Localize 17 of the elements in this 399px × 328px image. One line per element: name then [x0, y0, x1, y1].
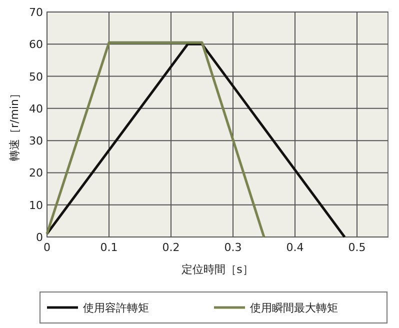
x-tick-label: 0.3: [224, 241, 242, 254]
y-axis-title: 轉速［r/min］: [8, 88, 21, 161]
y-tick-label: 40: [29, 102, 43, 116]
y-tick-label: 0: [36, 231, 43, 244]
y-tick-label: 70: [29, 6, 43, 19]
x-axis-title: 定位時間［s］: [182, 263, 254, 276]
y-tick-label: 50: [29, 70, 43, 84]
y-tick-label: 60: [29, 38, 43, 52]
x-tick-label: 0.5: [348, 241, 366, 254]
y-tick-label: 20: [29, 166, 43, 180]
x-tick-label: 0.4: [286, 241, 304, 254]
y-tick-label: 10: [29, 198, 43, 212]
x-tick-label: 0.2: [162, 241, 180, 254]
legend-label: 使用容許轉矩: [83, 302, 149, 314]
legend-label: 使用瞬間最大轉矩: [250, 302, 338, 314]
y-tick-label: 30: [29, 134, 43, 148]
x-tick-label: 0.1: [100, 241, 118, 254]
